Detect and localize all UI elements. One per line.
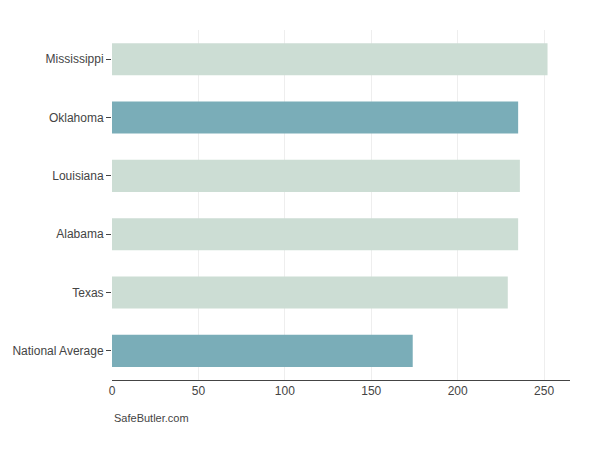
svg-text:50: 50 [192, 384, 206, 398]
svg-text:Mississippi: Mississippi [46, 52, 104, 66]
svg-text:250: 250 [534, 384, 554, 398]
svg-text:National Average: National Average [12, 344, 104, 358]
svg-text:100: 100 [275, 384, 295, 398]
svg-text:0: 0 [109, 384, 116, 398]
svg-text:SafeButler.com: SafeButler.com [114, 412, 189, 424]
svg-text:Louisiana: Louisiana [52, 169, 104, 183]
svg-text:Oklahoma: Oklahoma [49, 111, 104, 125]
svg-text:Alabama: Alabama [56, 227, 104, 241]
svg-text:Texas: Texas [72, 286, 103, 300]
svg-text:150: 150 [361, 384, 381, 398]
svg-text:200: 200 [448, 384, 468, 398]
